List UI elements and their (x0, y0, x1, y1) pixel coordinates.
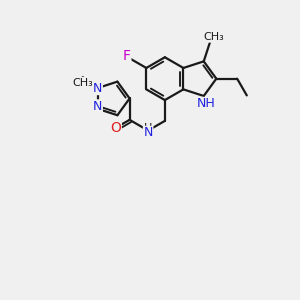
Text: N: N (143, 126, 153, 140)
Text: O: O (110, 121, 121, 135)
Text: NH: NH (197, 98, 216, 110)
Text: N: N (93, 82, 102, 94)
Text: H: H (144, 123, 152, 133)
Text: F: F (123, 49, 131, 63)
Text: N: N (93, 100, 102, 113)
Text: CH₃: CH₃ (72, 78, 93, 88)
Text: CH₃: CH₃ (203, 32, 224, 42)
